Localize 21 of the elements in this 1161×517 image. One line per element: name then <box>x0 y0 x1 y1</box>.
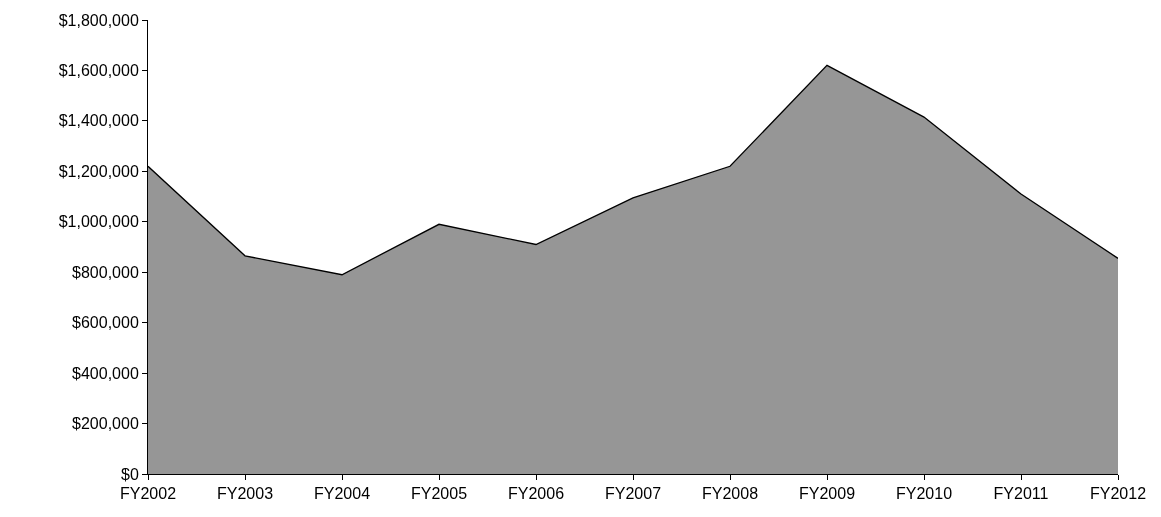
x-tick-label: FY2007 <box>604 485 662 503</box>
y-tick-label: $0 <box>121 465 139 483</box>
y-tick-label: $1,400,000 <box>58 112 139 130</box>
y-tick-label: $200,000 <box>72 415 139 433</box>
x-tick-label: FY2011 <box>993 485 1049 503</box>
y-tick-label: $800,000 <box>72 263 139 281</box>
x-tick-label: FY2002 <box>119 485 177 503</box>
x-tick-label: FY2009 <box>798 485 856 503</box>
x-tick-label: FY2012 <box>1089 485 1147 503</box>
x-tick-label: FY2010 <box>895 485 953 503</box>
y-tick-label: $400,000 <box>72 364 139 382</box>
x-tick-label: FY2004 <box>313 485 371 503</box>
x-tick-label: FY2005 <box>410 485 468 503</box>
y-tick-label: $1,200,000 <box>58 162 139 180</box>
y-tick-label: $600,000 <box>72 314 139 332</box>
x-tick-label: FY2008 <box>701 485 759 503</box>
x-tick-label: FY2003 <box>216 485 274 503</box>
y-tick-label: $1,800,000 <box>58 11 139 29</box>
y-tick-label: $1,600,000 <box>58 62 139 80</box>
y-tick-label: $1,000,000 <box>58 213 139 231</box>
x-tick-label: FY2006 <box>507 485 565 503</box>
